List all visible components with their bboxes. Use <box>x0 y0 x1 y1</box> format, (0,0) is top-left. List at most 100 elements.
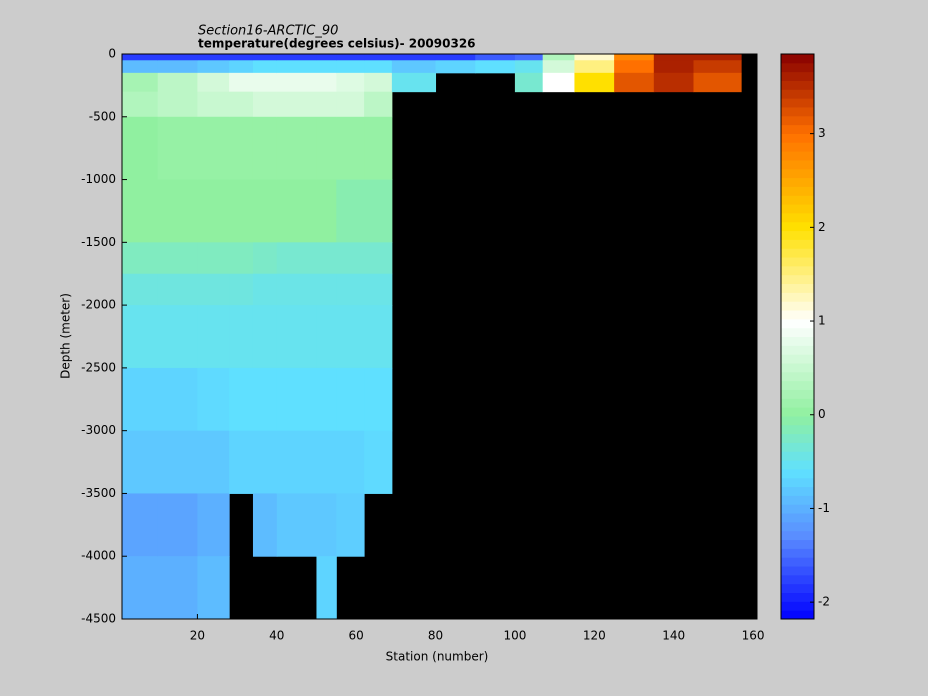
cell <box>364 60 393 74</box>
cell <box>276 430 317 494</box>
cell <box>157 179 198 243</box>
cell <box>276 179 317 243</box>
cell <box>157 54 198 61</box>
cell <box>364 54 393 61</box>
cell <box>336 60 365 74</box>
colorbar-swatch <box>781 460 814 470</box>
cell <box>542 60 575 74</box>
colorbar-swatch <box>781 424 814 435</box>
cell <box>336 116 365 181</box>
cell <box>157 305 198 369</box>
cell <box>252 430 278 494</box>
colorbar-swatch <box>781 601 814 611</box>
cell <box>336 91 365 118</box>
colorbar-swatch <box>781 204 814 214</box>
cell <box>157 367 198 432</box>
colorbar-swatch <box>781 433 814 443</box>
colorbar-swatch <box>781 221 814 232</box>
cell <box>122 367 159 432</box>
cell <box>122 91 159 118</box>
cell <box>316 493 337 557</box>
cell <box>693 60 742 74</box>
colorbar-swatch <box>781 177 814 187</box>
cell <box>364 305 393 369</box>
cell <box>229 430 254 494</box>
cell <box>197 305 230 369</box>
colorbar-swatch <box>781 557 814 567</box>
colorbar-swatch <box>781 415 814 426</box>
colorbar-swatch <box>781 151 814 161</box>
cell <box>574 72 615 93</box>
cell <box>614 72 655 93</box>
cell <box>514 54 544 61</box>
x-axis-label: Station (number) <box>386 650 489 664</box>
colorbar-swatch <box>781 468 814 479</box>
cell <box>364 116 393 181</box>
colorbar-swatch <box>781 548 814 558</box>
colorbar-swatch <box>781 345 814 355</box>
cell <box>364 367 393 432</box>
cell <box>197 116 230 181</box>
cell <box>364 91 393 118</box>
colorbar-swatch <box>781 371 814 382</box>
colorbar-swatch <box>781 336 814 346</box>
colorbar-tick-label: 2 <box>818 220 826 234</box>
cell <box>542 54 575 61</box>
plot-frame <box>121 53 758 620</box>
colorbar-swatch <box>781 124 814 134</box>
cell <box>316 430 337 494</box>
cell <box>252 273 278 306</box>
colorbar-swatch <box>781 80 814 90</box>
y-axis-label: Depth (meter) <box>59 293 73 379</box>
cell <box>316 242 337 275</box>
x-tick-label: 80 <box>428 629 443 643</box>
cell <box>316 179 337 243</box>
cell <box>252 493 278 557</box>
cell <box>197 367 230 432</box>
cell <box>122 273 159 306</box>
cell <box>276 72 317 93</box>
cell <box>574 54 615 61</box>
cell <box>276 60 317 74</box>
cell <box>514 60 544 74</box>
colorbar-swatch <box>781 248 814 258</box>
cell <box>364 72 393 93</box>
colorbar-swatch <box>781 389 814 399</box>
x-tick-label: 40 <box>269 629 284 643</box>
cell <box>514 72 544 93</box>
cell <box>197 556 230 620</box>
colorbar-swatch <box>781 513 814 523</box>
cell <box>252 367 278 432</box>
colorbar-swatch <box>781 380 814 390</box>
cell <box>252 242 278 275</box>
cell <box>435 54 476 61</box>
cell <box>229 91 254 118</box>
cell <box>336 72 365 93</box>
cell <box>122 179 159 243</box>
cell <box>122 242 159 275</box>
y-tick-label: -4000 <box>81 549 116 563</box>
cell <box>252 54 278 61</box>
colorbar-swatch <box>781 442 814 452</box>
colorbar-swatch <box>781 159 814 170</box>
colorbar-swatch <box>781 486 814 496</box>
cell <box>276 91 317 118</box>
cell <box>229 60 254 74</box>
cell <box>316 54 337 61</box>
x-tick-label: 140 <box>662 629 685 643</box>
cell <box>276 273 317 306</box>
colorbar-tick-label: 3 <box>818 126 826 140</box>
colorbar-swatch <box>781 106 814 117</box>
colorbar-swatch <box>781 495 814 505</box>
cell <box>435 60 476 74</box>
cell <box>276 493 317 557</box>
cell <box>229 72 254 93</box>
cell <box>316 367 337 432</box>
cell <box>364 242 393 275</box>
colorbar-swatch <box>781 310 814 320</box>
cell <box>197 54 230 61</box>
cell <box>316 273 337 306</box>
cell <box>316 91 337 118</box>
cell <box>252 72 278 93</box>
